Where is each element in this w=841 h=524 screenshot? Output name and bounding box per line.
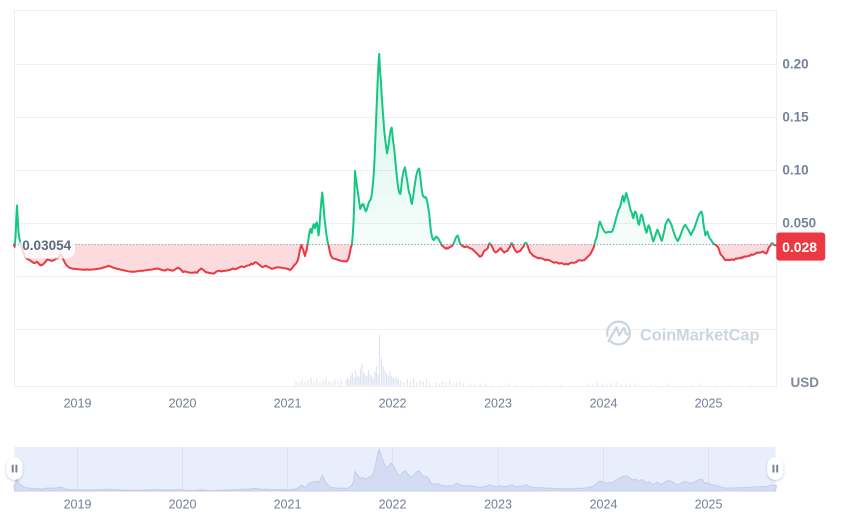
svg-text:2019: 2019 [64, 397, 92, 411]
svg-text:USD: USD [791, 375, 820, 390]
svg-text:0.10: 0.10 [782, 163, 808, 178]
svg-text:2022: 2022 [379, 397, 407, 411]
svg-text:0.20: 0.20 [782, 56, 808, 71]
svg-text:2023: 2023 [484, 397, 512, 411]
svg-text:2022: 2022 [379, 497, 407, 511]
svg-text:2021: 2021 [274, 497, 302, 511]
svg-text:2021: 2021 [274, 397, 302, 411]
svg-text:2025: 2025 [695, 497, 723, 511]
svg-text:0.050: 0.050 [782, 216, 816, 231]
svg-text:CoinMarketCap: CoinMarketCap [640, 327, 759, 345]
svg-text:0.028: 0.028 [782, 239, 817, 255]
svg-text:2023: 2023 [484, 497, 512, 511]
svg-text:2024: 2024 [590, 497, 618, 511]
svg-text:2020: 2020 [169, 397, 197, 411]
svg-text:2025: 2025 [695, 397, 723, 411]
svg-text:2019: 2019 [64, 497, 92, 511]
svg-text:2024: 2024 [590, 397, 618, 411]
svg-text:0.15: 0.15 [782, 110, 809, 125]
svg-text:2020: 2020 [169, 497, 197, 511]
svg-text:0.03054: 0.03054 [22, 238, 71, 253]
